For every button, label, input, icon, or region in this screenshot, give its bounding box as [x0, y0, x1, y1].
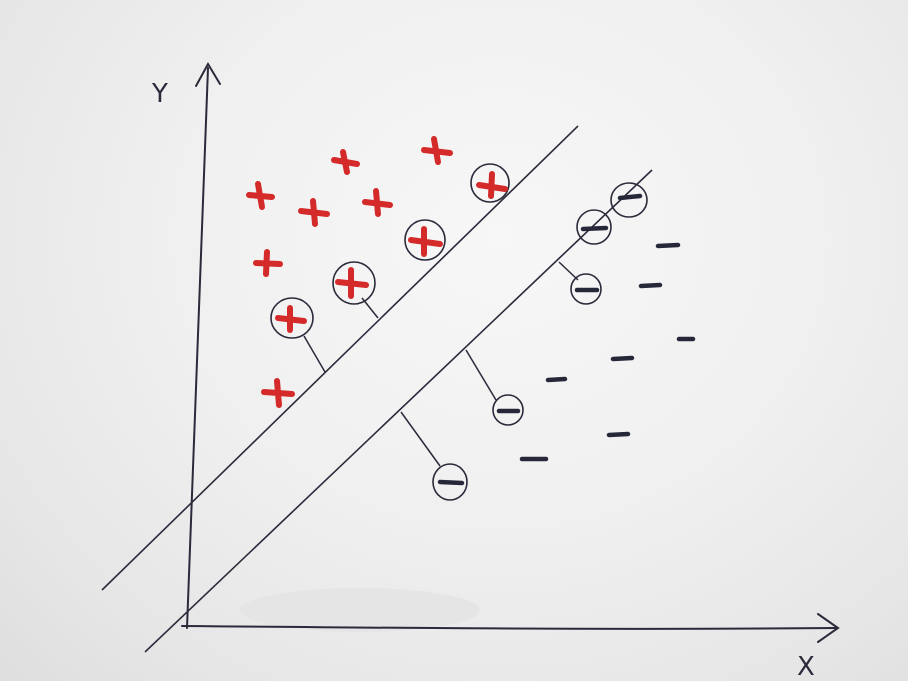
support-vector-circle — [432, 463, 468, 501]
positive-markers — [246, 136, 508, 408]
x-axis-line — [181, 625, 837, 630]
positive-marker — [275, 305, 307, 333]
support-vector-circle — [404, 219, 446, 261]
negative-marker — [580, 225, 609, 232]
axes — [181, 61, 840, 643]
support-vector-circle — [570, 273, 602, 305]
positive-marker — [335, 267, 369, 299]
positive-marker — [298, 198, 330, 227]
negative-marker — [655, 242, 681, 249]
support-vector-circle — [270, 297, 314, 339]
y-axis-line — [186, 67, 209, 629]
x-axis-arrow-icon — [817, 613, 840, 643]
positive-marker — [362, 188, 393, 217]
positive-marker — [331, 149, 360, 175]
negative-marker — [606, 431, 631, 438]
margin-lines — [101, 125, 653, 653]
connector — [400, 411, 441, 467]
negative-marker — [638, 282, 663, 289]
connector — [465, 349, 497, 401]
negative-markers — [437, 193, 696, 486]
y-axis-label: Y — [151, 79, 168, 109]
negative-margin-line — [144, 169, 653, 653]
positive-marker — [261, 378, 295, 408]
negative-marker — [617, 193, 643, 201]
negative-marker — [610, 355, 635, 362]
support-vector-circle — [332, 261, 376, 305]
connector — [303, 335, 326, 373]
support-vector-circle — [470, 163, 510, 203]
paper-smudge — [240, 588, 480, 632]
positive-marker — [253, 249, 283, 277]
support-vector-circle — [492, 394, 524, 426]
positive-marker — [421, 136, 453, 165]
positive-margin-line — [101, 125, 579, 591]
support-vector-circles — [270, 163, 648, 501]
positive-marker — [476, 171, 508, 199]
y-axis-arrow-icon — [195, 61, 221, 87]
distance-connectors — [303, 261, 579, 467]
x-axis-label: X — [797, 652, 815, 681]
support-vector-circle — [576, 209, 612, 245]
negative-marker — [545, 376, 568, 383]
support-vector-circle — [610, 182, 648, 218]
negative-marker — [437, 479, 465, 486]
positive-marker — [408, 226, 443, 257]
positive-marker — [246, 181, 275, 210]
connector — [558, 261, 579, 281]
